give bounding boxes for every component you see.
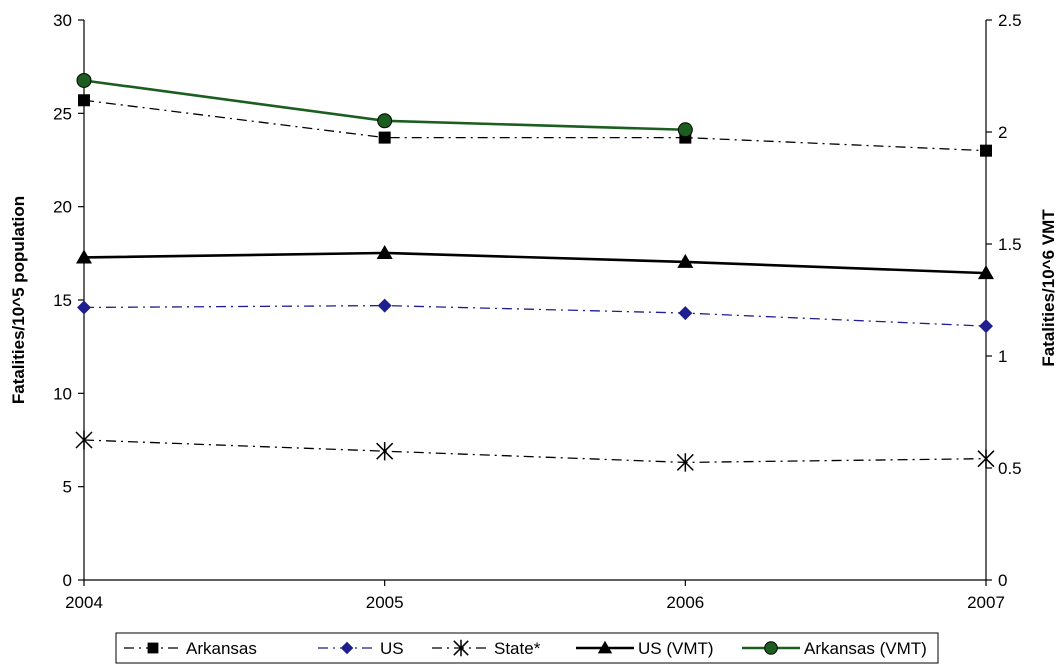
data-point <box>980 144 992 157</box>
series-line <box>83 99 987 152</box>
left-tick-label: 0 <box>63 571 72 590</box>
legend-marker <box>453 639 469 657</box>
data-point <box>977 449 995 468</box>
data-point <box>978 265 994 280</box>
series-3 <box>76 244 994 280</box>
data-point <box>678 306 693 321</box>
legend-item: Arkansas (VMT) <box>742 639 927 658</box>
series-1 <box>77 298 993 334</box>
legend-label: Arkansas (VMT) <box>804 639 927 658</box>
legend-marker <box>340 641 354 655</box>
series-2 <box>75 430 995 472</box>
right-tick-label: 0 <box>998 571 1007 590</box>
x-tick-label: 2006 <box>666 593 704 612</box>
data-point <box>75 430 93 450</box>
series-4 <box>76 72 693 138</box>
right-tick-label: 1.5 <box>998 235 1022 254</box>
legend-label: US (VMT) <box>638 639 714 658</box>
legend-box <box>115 632 939 664</box>
left-tick-label: 20 <box>53 198 72 217</box>
left-tick-label: 30 <box>53 11 72 30</box>
left-y-ticks: 0 5 10 15 20 25 30 <box>53 11 84 590</box>
data-point <box>376 244 393 259</box>
legend-marker <box>764 641 778 655</box>
left-tick-label: 5 <box>63 478 72 497</box>
x-tick-label: 2007 <box>967 593 1005 612</box>
data-point <box>677 253 694 268</box>
right-y-axis-title: Fatalities/10^6 VMT <box>1039 209 1058 367</box>
left-tick-label: 25 <box>53 104 72 123</box>
left-tick-label: 10 <box>53 384 72 403</box>
left-y-axis-title: Fatalities/10^5 population <box>9 196 28 404</box>
legend-label: Arkansas <box>186 639 257 658</box>
legend-label: State* <box>494 639 541 658</box>
legend-item: Arkansas <box>124 639 257 658</box>
right-tick-label: 0.5 <box>998 459 1022 478</box>
data-point <box>676 453 694 472</box>
legend-item: US (VMT) <box>576 639 714 658</box>
legend-marker <box>147 642 159 654</box>
data-point <box>378 131 391 144</box>
series-layer <box>75 72 995 472</box>
legend-label: US <box>380 639 404 658</box>
right-tick-label: 2.5 <box>998 11 1022 30</box>
x-ticks: 2004 2005 2006 2007 <box>65 580 1005 612</box>
data-point <box>77 300 91 315</box>
data-point <box>377 113 393 129</box>
right-tick-label: 2 <box>998 123 1007 142</box>
series-line <box>83 439 987 464</box>
data-point <box>677 122 693 138</box>
right-y-ticks: 0 0.5 1 1.5 2 2.5 <box>986 11 1022 590</box>
right-tick-label: 1 <box>998 347 1007 366</box>
x-tick-label: 2005 <box>366 593 404 612</box>
legend-item: US <box>318 639 404 658</box>
left-tick-label: 15 <box>53 291 72 310</box>
legend: Arkansas US State* US (VMT) Arkansas (VMT) <box>115 632 939 664</box>
axes <box>83 20 987 581</box>
data-point <box>376 442 394 461</box>
data-point <box>979 319 993 334</box>
data-point <box>78 94 90 107</box>
series-line <box>83 304 987 327</box>
series-line <box>83 251 987 275</box>
data-point <box>377 298 392 313</box>
x-tick-label: 2004 <box>65 593 103 612</box>
data-point <box>76 72 92 88</box>
data-point <box>76 249 92 264</box>
legend-marker <box>597 640 613 654</box>
legend-item: State* <box>432 639 541 658</box>
